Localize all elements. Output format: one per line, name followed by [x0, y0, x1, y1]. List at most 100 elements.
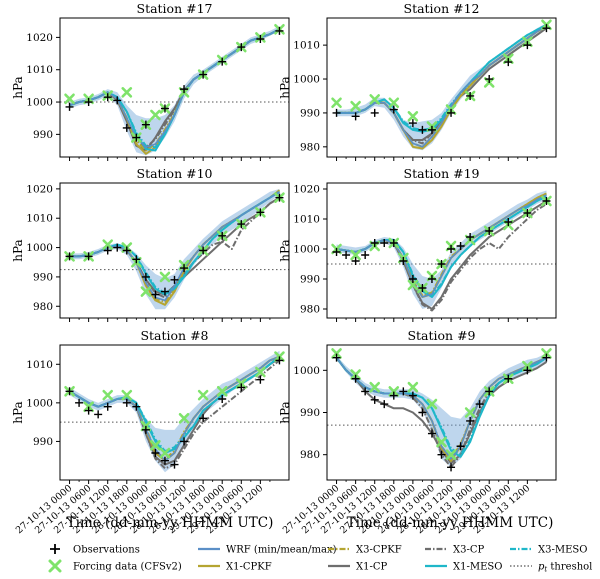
observation-point — [427, 125, 436, 134]
observation-point — [485, 387, 494, 396]
y-tick-label: 980 — [300, 141, 320, 153]
observation-point — [199, 246, 208, 255]
observation-point — [151, 290, 160, 299]
forcing-point — [140, 286, 152, 297]
observation-point — [399, 387, 408, 396]
forcing-point — [407, 111, 419, 122]
wrf-envelope — [69, 188, 280, 310]
forcing-point — [102, 389, 114, 401]
observation-point — [94, 410, 103, 419]
observation-point — [408, 119, 417, 128]
series-wrf-mean — [69, 355, 280, 462]
series-x1-cpkf — [69, 28, 280, 155]
y-tick-label: 990 — [300, 274, 320, 286]
observation-point — [389, 391, 398, 400]
observation-point — [160, 104, 169, 113]
panel-station-1: Station #17 990 1000 1010 1020 hPa — [11, 1, 290, 161]
y-tick-label: 1000 — [26, 242, 53, 254]
forcing-point — [331, 97, 342, 109]
observation-point — [447, 108, 456, 117]
legend-item: X1-MESO — [425, 562, 502, 573]
panel-title: Station #12 — [404, 1, 480, 16]
observation-point — [361, 387, 370, 396]
observation-point — [256, 208, 265, 217]
wrf-envelope — [69, 26, 280, 156]
forcing-point — [407, 279, 419, 291]
legend-label: X3-CPKF — [356, 545, 402, 556]
observation-point — [84, 406, 93, 415]
observation-point — [399, 257, 408, 265]
forcing-point — [369, 94, 381, 105]
y-tick-label: 980 — [300, 304, 320, 316]
series-x1-meso — [69, 28, 280, 152]
observation-point — [218, 395, 227, 403]
observation-point — [351, 374, 360, 383]
observation-point — [361, 251, 370, 259]
observation-point — [447, 463, 456, 472]
observation-point — [103, 93, 112, 102]
forcing-point — [350, 369, 361, 380]
legend-label: X3-MESO — [538, 545, 587, 556]
observation-point — [523, 209, 532, 217]
observation-point — [180, 437, 189, 446]
observation-point — [141, 425, 150, 434]
legend-item: X1-CPKF — [198, 562, 272, 573]
forcing-point — [178, 412, 190, 424]
observation-point — [332, 248, 341, 256]
legend-item: WRF (min/mean/max) — [198, 545, 337, 556]
observation-point — [408, 391, 417, 400]
legend-label: Forcing data (CFSv2) — [73, 562, 182, 573]
observation-point — [504, 58, 513, 67]
panel-station-3: Station #10 980 990 1000 1010 1020 hPa — [11, 166, 290, 322]
legend-label: X1-CP — [356, 562, 388, 573]
observation-point — [237, 43, 246, 52]
observation-point — [199, 70, 208, 79]
y-tick-label: 980 — [300, 449, 320, 461]
observation-point — [332, 108, 341, 117]
panel-title: Station #17 — [137, 1, 213, 16]
y-tick-label: 1020 — [26, 32, 53, 44]
y-tick-label: 980 — [33, 301, 53, 313]
legend-label: pt threshol — [538, 562, 592, 574]
forcing-point — [150, 109, 161, 121]
y-tick-label: 990 — [33, 129, 53, 141]
observation-point — [84, 252, 93, 261]
observation-point — [170, 460, 179, 469]
series-wrf-mean — [336, 25, 547, 148]
observation-point — [380, 400, 389, 409]
forcing-point — [159, 447, 171, 459]
forcing-point — [407, 381, 419, 393]
forcing-point — [350, 100, 361, 112]
observation-point — [218, 57, 227, 66]
observation-point — [418, 408, 427, 417]
observation-point — [141, 272, 150, 281]
wrf-envelope — [336, 23, 547, 151]
wrf-envelope — [336, 190, 547, 309]
observation-point — [218, 231, 227, 240]
observation-point — [437, 450, 446, 459]
observation-point — [65, 102, 74, 111]
observation-point — [256, 375, 265, 384]
observation-point — [466, 416, 475, 425]
observation-point — [180, 264, 189, 273]
observation-point — [75, 398, 84, 407]
y-tick-label: 990 — [300, 407, 320, 419]
forcing-point — [255, 366, 266, 378]
observation-point — [342, 251, 351, 259]
observation-point — [456, 442, 465, 451]
observation-point — [542, 24, 551, 33]
observation-point — [370, 108, 379, 117]
forcing-point — [64, 93, 75, 105]
observation-point — [523, 41, 532, 50]
y-tick-label: 1010 — [26, 359, 53, 371]
x-axis-title-left: Time (dd-mm-yy HHMM UTC) — [67, 515, 274, 531]
observation-point — [389, 239, 398, 247]
observation-point — [275, 193, 284, 202]
observation-point — [542, 197, 551, 205]
observation-point — [475, 400, 484, 409]
observation-point — [427, 429, 436, 438]
observation-point — [351, 257, 360, 265]
y-tick-label: 990 — [33, 436, 53, 448]
forcing-point — [159, 271, 171, 283]
